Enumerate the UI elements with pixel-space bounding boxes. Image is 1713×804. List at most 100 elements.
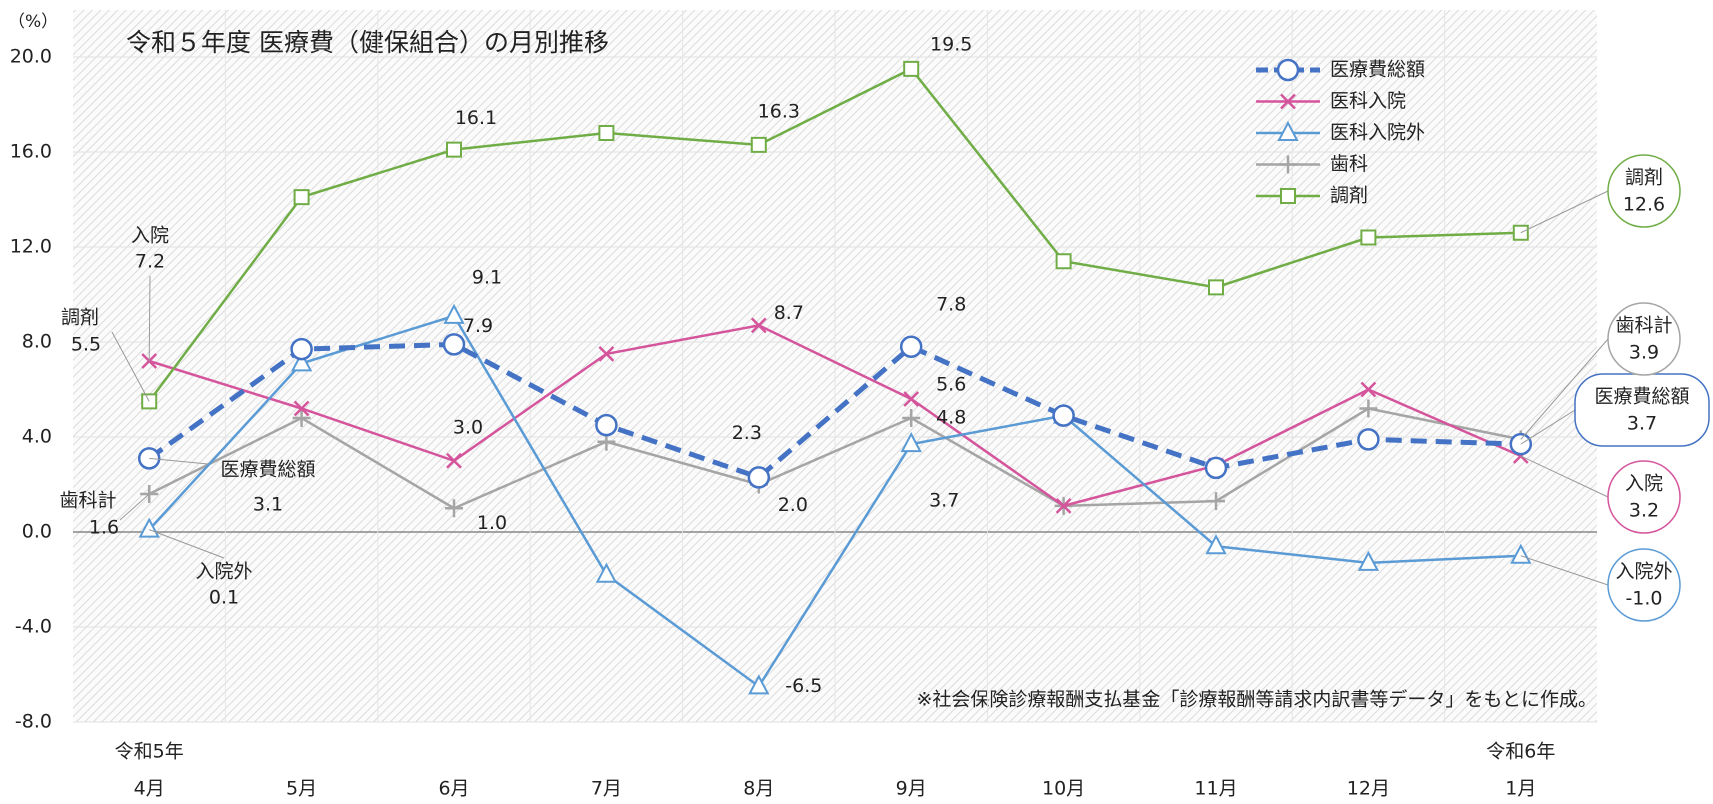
x-tick-label: 10月	[1042, 778, 1085, 800]
start-callout-name: 入院	[131, 225, 169, 247]
leader-line	[119, 493, 150, 521]
x-tick-label: 11月	[1194, 778, 1237, 800]
legend-label: 歯科	[1330, 153, 1368, 175]
leader-line	[148, 275, 151, 362]
note: ※社会保険診療報酬支払基金「診療報酬等請求内訳書等データ」をもとに作成。	[916, 689, 1597, 711]
y-tick-label: 8.0	[22, 331, 52, 353]
legend-label: 医療費総額	[1330, 59, 1425, 81]
leader-line	[1520, 190, 1609, 234]
start-callout-value: 7.2	[135, 251, 165, 273]
start-callout-name: 歯科計	[59, 490, 116, 512]
legend-marker	[1280, 188, 1296, 204]
value-label: 3.0	[453, 416, 483, 438]
value-label: 4.8	[936, 407, 966, 429]
leader-line	[1520, 455, 1609, 498]
marker	[903, 60, 920, 77]
marker	[443, 303, 465, 324]
marker	[1357, 428, 1380, 451]
leader-line	[1520, 409, 1576, 445]
y-tick-label: -4.0	[15, 616, 52, 638]
marker	[900, 431, 922, 453]
marker	[138, 517, 160, 538]
x-tick-label: 7月	[591, 778, 622, 800]
y-unit: （%）	[8, 12, 58, 32]
start-callout-value: 1.6	[89, 517, 119, 539]
marker	[1510, 543, 1532, 564]
marker	[290, 351, 313, 372]
legend-label: 調剤	[1330, 185, 1368, 207]
marker	[750, 317, 767, 334]
value-label: 8.7	[774, 302, 804, 324]
x-tick-label: 5月	[286, 778, 317, 800]
marker	[446, 141, 462, 158]
marker	[446, 452, 462, 469]
start-callout-value: 0.1	[209, 587, 239, 609]
marker	[1055, 497, 1072, 514]
end-callout-name: 入院外	[1615, 561, 1672, 583]
value-label: 5.6	[936, 374, 966, 396]
end-callout-value: 12.6	[1623, 194, 1665, 216]
year-label: 令和5年	[115, 741, 184, 763]
start-callout-name: 調剤	[61, 307, 99, 329]
value-label: 7.9	[463, 315, 493, 337]
marker	[442, 333, 466, 356]
chart-title: 令和５年度 医療費（健保組合）の月別推移	[126, 28, 609, 57]
legend-marker	[1280, 93, 1296, 110]
x-tick-label: 12月	[1347, 778, 1390, 800]
legend-label: 医科入院外	[1330, 122, 1425, 144]
callout-box	[1607, 460, 1681, 534]
marker	[290, 337, 313, 361]
legend-label: 医科入院	[1330, 90, 1406, 112]
marker	[748, 674, 770, 695]
end-callout-value: -1.0	[1625, 588, 1662, 610]
marker	[750, 136, 767, 153]
marker	[445, 499, 463, 518]
start-callout-value: 5.5	[71, 334, 101, 356]
start-callout-name: 入院外	[195, 561, 252, 583]
value-label: 2.3	[732, 422, 762, 444]
leader-line	[111, 331, 150, 402]
value-label: 1.0	[477, 512, 507, 534]
marker	[1357, 550, 1380, 571]
marker	[747, 466, 771, 489]
y-tick-label: 12.0	[10, 236, 52, 258]
y-tick-label: 4.0	[22, 426, 52, 448]
x-tick-label: 4月	[134, 778, 165, 800]
series-line	[148, 314, 1521, 689]
start-callout-value: 3.1	[253, 494, 283, 516]
leader-line	[149, 457, 209, 465]
value-label: 2.0	[778, 494, 808, 516]
leader-line	[1520, 555, 1609, 586]
x-tick-label: 8月	[743, 778, 774, 800]
marker	[1207, 492, 1225, 511]
marker	[1205, 534, 1227, 555]
marker	[899, 335, 923, 358]
x-tick-label: 9月	[896, 778, 927, 800]
end-callout-name: 入院	[1625, 473, 1663, 495]
marker	[903, 391, 920, 407]
x-tick-label: 6月	[438, 778, 469, 800]
marker	[595, 413, 618, 437]
value-label: -6.5	[785, 675, 822, 697]
end-callout-value: 3.2	[1629, 500, 1659, 522]
marker	[292, 409, 311, 427]
marker	[598, 345, 615, 362]
legend-marker	[1276, 58, 1300, 82]
marker	[293, 400, 310, 417]
marker	[1359, 399, 1378, 418]
marker	[1052, 404, 1075, 427]
year-label: 令和6年	[1486, 741, 1555, 763]
end-callout-name: 歯科計	[1615, 315, 1672, 337]
leader-line	[149, 529, 225, 559]
value-label: 9.1	[472, 266, 502, 288]
marker	[1204, 456, 1228, 480]
y-tick-label: 16.0	[10, 141, 52, 163]
callout-box	[1607, 302, 1681, 376]
series-line	[148, 324, 1522, 508]
marker	[1055, 253, 1072, 270]
legend-marker	[1279, 155, 1297, 174]
marker	[1360, 381, 1377, 398]
end-callout-value: 3.9	[1629, 342, 1659, 364]
y-tick-label: 0.0	[22, 521, 52, 543]
